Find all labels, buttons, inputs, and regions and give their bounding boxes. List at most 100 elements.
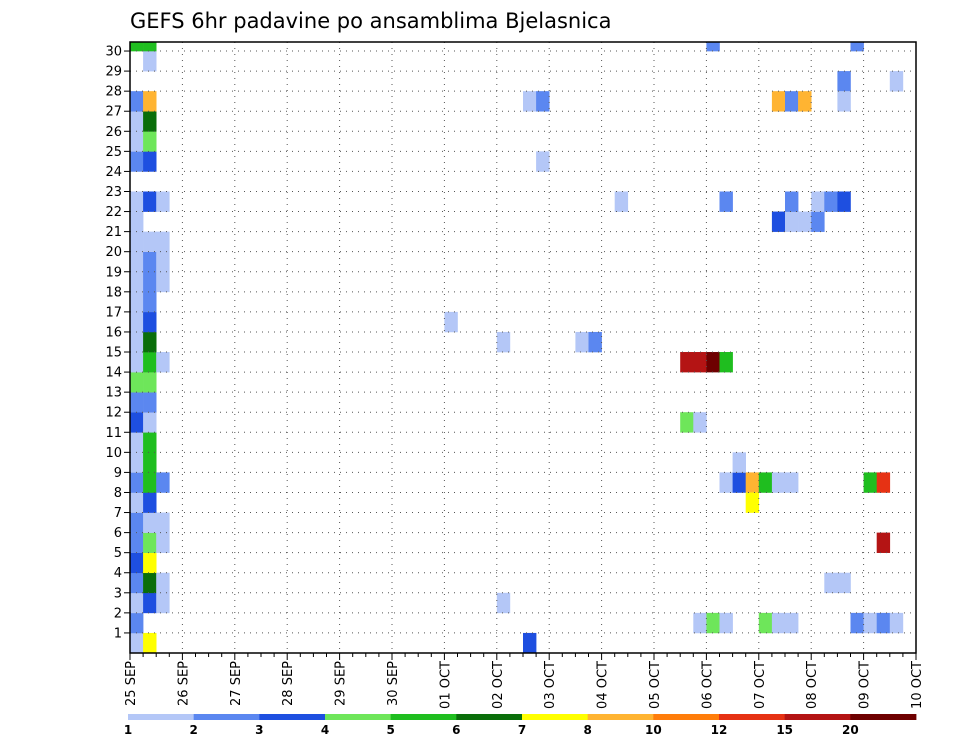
heatmap-cell — [143, 151, 157, 172]
x-tick-label: 27 SEP — [229, 661, 244, 706]
heatmap-cell — [130, 311, 144, 333]
x-tick-label: 25 SEP — [124, 661, 139, 706]
heatmap-cell — [143, 372, 157, 393]
legend-swatch — [193, 714, 260, 720]
heatmap-cell — [876, 612, 891, 634]
legend-swatch — [587, 714, 654, 720]
heatmap-cell — [143, 311, 157, 333]
heatmap-cell — [130, 492, 144, 513]
heatmap-cell — [850, 42, 864, 52]
y-tick-label: 4 — [114, 566, 122, 581]
heatmap-cell — [130, 372, 144, 393]
legend-label: 5 — [386, 723, 394, 737]
y-tick-label: 6 — [114, 526, 122, 541]
heatmap-cell — [143, 412, 157, 433]
heatmap-cell — [143, 572, 157, 594]
y-tick-label: 24 — [105, 165, 122, 180]
heatmap-cell — [130, 251, 144, 273]
y-tick-label: 1 — [114, 626, 122, 641]
heatmap-cell — [719, 191, 733, 212]
heatmap-cell — [130, 151, 144, 172]
heatmap-cell — [745, 472, 760, 493]
heatmap-cell — [536, 91, 550, 112]
heatmap-cell — [706, 352, 720, 373]
heatmap-cell — [130, 592, 144, 614]
heatmap-cell — [798, 211, 812, 232]
y-tick-label: 21 — [105, 225, 122, 240]
heatmap-cell — [143, 512, 157, 533]
heatmap-cell — [863, 472, 877, 493]
y-tick-label: 9 — [114, 466, 122, 481]
heatmap-cell — [130, 472, 144, 493]
heatmap-cell — [863, 612, 877, 634]
legend-swatch — [719, 714, 786, 720]
heatmap-cell — [758, 612, 773, 634]
y-tick-label: 26 — [105, 125, 122, 140]
heatmap-cell — [785, 211, 799, 232]
legend-swatch — [259, 714, 326, 720]
heatmap-cell — [536, 151, 550, 172]
x-tick-label: 28 SEP — [281, 661, 296, 706]
legend-swatch — [653, 714, 720, 720]
y-tick-label: 22 — [105, 205, 122, 220]
heatmap-cell — [771, 211, 786, 232]
heatmap-cell — [680, 352, 694, 373]
heatmap-cells — [130, 42, 904, 654]
heatmap-cell — [130, 452, 144, 473]
heatmap-cell — [575, 331, 589, 353]
heatmap-cell — [130, 432, 144, 453]
heatmap-cell — [143, 392, 157, 413]
y-axis: 1234567891011121314151617181920212223242… — [105, 45, 130, 641]
heatmap-cell — [523, 91, 537, 112]
y-tick-label: 11 — [105, 426, 122, 441]
heatmap-cell — [876, 472, 891, 493]
legend-swatch — [784, 714, 851, 720]
legend-label: 2 — [189, 723, 197, 737]
x-tick-label: 26 SEP — [176, 661, 191, 706]
heatmap-cell — [785, 612, 799, 634]
heatmap-cell — [143, 452, 157, 473]
plot-frame — [129, 41, 917, 654]
x-tick-label: 10 OCT — [910, 661, 925, 709]
legend-swatch — [456, 714, 523, 720]
y-tick-label: 17 — [105, 305, 122, 320]
heatmap-cell — [824, 572, 838, 594]
y-tick-label: 30 — [105, 45, 122, 60]
heatmap-cell — [706, 42, 720, 52]
heatmap-cell — [143, 111, 157, 132]
legend-label: 15 — [776, 723, 793, 737]
color-legend: 1 2 3 4 5 6 7 8 10 12 15 20 — [124, 714, 917, 737]
heatmap-cell — [143, 331, 157, 353]
legend-label: 6 — [452, 723, 460, 737]
y-tick-label: 19 — [105, 265, 122, 280]
grid-lines — [130, 42, 916, 653]
chart-title: GEFS 6hr padavine po ansamblima Bjelasni… — [130, 9, 611, 33]
y-tick-label: 28 — [105, 85, 122, 100]
heatmap-cell — [523, 632, 537, 654]
legend-label: 4 — [321, 723, 329, 737]
y-tick-label: 15 — [105, 346, 122, 361]
y-tick-label: 2 — [114, 606, 122, 621]
y-tick-label: 18 — [105, 285, 122, 300]
heatmap-cell — [156, 472, 170, 493]
heatmap-cell — [143, 91, 157, 112]
heatmap-cell — [745, 492, 760, 513]
y-tick-label: 8 — [114, 486, 122, 501]
heatmap-cell — [143, 592, 157, 614]
heatmap-cell — [693, 352, 707, 373]
heatmap-cell — [496, 331, 511, 353]
heatmap-cell — [798, 91, 812, 112]
heatmap-cell — [130, 572, 144, 594]
heatmap-cell — [130, 111, 144, 132]
heatmap-cell — [156, 271, 170, 293]
heatmap-cell — [693, 612, 707, 634]
heatmap-cell — [143, 552, 157, 574]
heatmap-cell — [156, 191, 170, 212]
heatmap-cell — [130, 632, 144, 654]
heatmap-cell — [130, 612, 144, 634]
heatmap-cell — [143, 51, 157, 72]
heatmap-cell — [130, 552, 144, 574]
y-tick-label: 20 — [105, 245, 122, 260]
heatmap-cell — [143, 632, 157, 654]
